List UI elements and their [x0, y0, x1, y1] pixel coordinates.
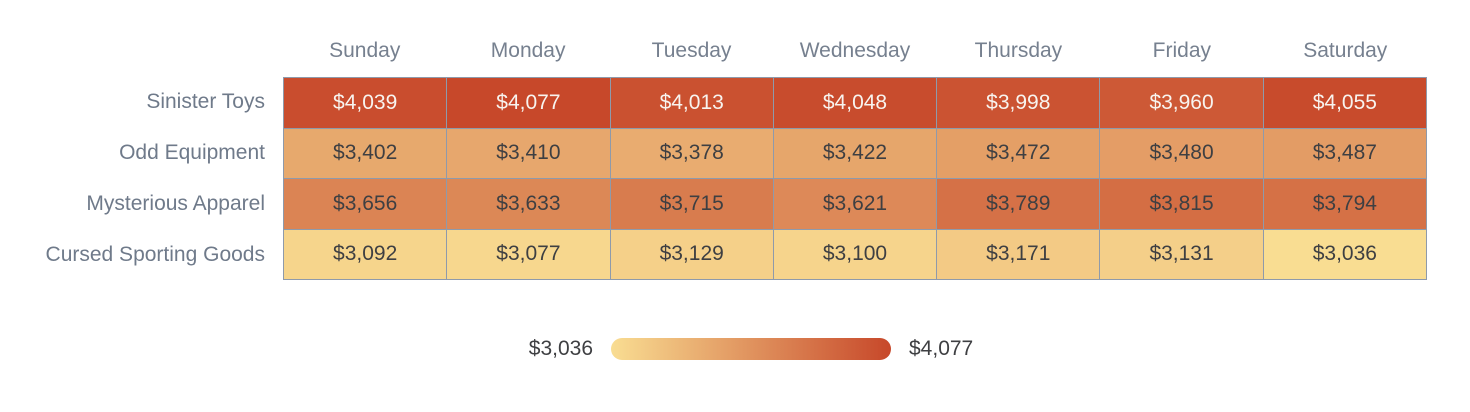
column-header: Wednesday [799, 39, 911, 62]
heatmap-cell[interactable]: $3,487 [1263, 128, 1426, 178]
color-legend: $3,036 $4,077 [16, 337, 1470, 361]
heatmap-cell[interactable]: $3,621 [773, 179, 937, 229]
heatmap-cell[interactable]: $3,402 [284, 128, 447, 178]
column-header: Tuesday [651, 39, 732, 62]
heatmap-cell[interactable]: $3,410 [447, 128, 610, 178]
heatmap-cell[interactable]: $3,715 [610, 179, 773, 229]
heatmap-cell[interactable]: $3,633 [447, 179, 610, 229]
heatmap-cell[interactable]: $3,378 [610, 128, 773, 178]
heatmap-cell[interactable]: $3,789 [937, 179, 1100, 229]
heatmap-cell[interactable]: $3,092 [284, 229, 447, 279]
heatmap-cell[interactable]: $3,998 [937, 78, 1100, 128]
row-label-column: Sinister Toys Odd Equipment Mysterious App… [0, 77, 265, 280]
column-header: Thursday [974, 39, 1063, 62]
heatmap-cell[interactable]: $4,013 [610, 78, 773, 128]
row-label: Cursed Sporting Goods [45, 242, 265, 266]
legend-max-label: $4,077 [909, 337, 974, 360]
heatmap-cell[interactable]: $4,055 [1263, 78, 1426, 128]
column-header: Friday [1152, 39, 1212, 62]
heatmap-cell[interactable]: $3,077 [447, 229, 610, 279]
heatmap-cell[interactable]: $4,077 [447, 78, 610, 128]
row-label: Mysterious Apparel [86, 191, 265, 215]
column-header: Sunday [329, 39, 401, 62]
legend-gradient-bar [611, 338, 891, 360]
heatmap-cell[interactable]: $3,480 [1100, 128, 1263, 178]
heatmap-cell[interactable]: $3,036 [1263, 229, 1426, 279]
heatmap-cell[interactable]: $3,794 [1263, 179, 1426, 229]
heatmap-cell[interactable]: $3,129 [610, 229, 773, 279]
heatmap-cell[interactable]: $4,048 [773, 78, 937, 128]
heatmap-cell[interactable]: $3,171 [937, 229, 1100, 279]
column-header: Saturday [1303, 39, 1388, 62]
heatmap-cell[interactable]: $4,039 [284, 78, 447, 128]
column-header: Monday [490, 39, 566, 62]
heatmap-cell[interactable]: $3,656 [284, 179, 447, 229]
column-header-row: Sunday Monday Tuesday Wednesday Thursday Frid… [283, 0, 1427, 77]
heatmap-grid: $4,039 $4,077 $4,013 $4,048 $3,998 $3,960 $4,0… [283, 77, 1427, 280]
heatmap-cell[interactable]: $3,131 [1100, 229, 1263, 279]
row-label: Odd Equipment [119, 141, 265, 165]
heatmap-cell[interactable]: $3,960 [1100, 78, 1263, 128]
heatmap-cell[interactable]: $3,472 [937, 128, 1100, 178]
legend-min-label: $3,036 [528, 337, 593, 360]
row-label: Sinister Toys [146, 90, 265, 114]
heatmap-cell[interactable]: $3,815 [1100, 179, 1263, 229]
heatmap-cell[interactable]: $3,100 [773, 229, 937, 279]
heatmap-cell[interactable]: $3,422 [773, 128, 937, 178]
